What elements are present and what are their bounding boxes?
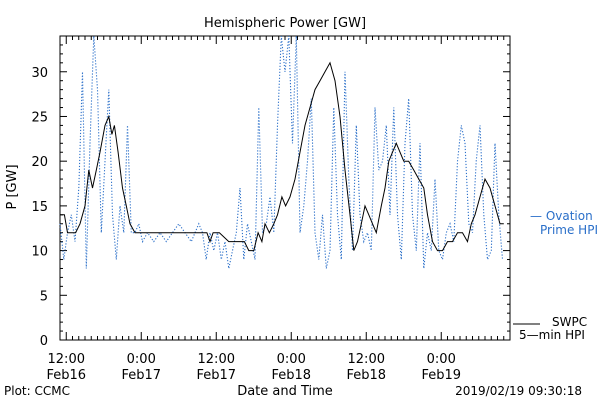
series-layer (59, 35, 504, 269)
legend-ovation-line2: Prime HPI (540, 223, 598, 237)
y-tick-label: 30 (31, 66, 48, 81)
timestamp: 2019/02/19 09:30:18 (455, 384, 582, 398)
chart-title: Hemispheric Power [GW] (204, 16, 366, 31)
y-tick-label: 10 (31, 245, 48, 260)
x-tick-time-label: 12:00 (198, 352, 235, 367)
x-tick-date-label: Feb18 (346, 368, 386, 383)
plot-frame (59, 35, 511, 341)
y-tick-label: 25 (31, 110, 48, 125)
y-tick-label: 15 (31, 200, 48, 215)
x-tick-time-label: 0:00 (127, 352, 156, 367)
y-tick-label: 5 (40, 289, 48, 304)
legend-swpc-line2: 5—min HPI (519, 328, 585, 342)
y-tick-label: 20 (31, 155, 48, 170)
y-tick-label: 0 (40, 334, 48, 349)
series-ovation-prime-line (59, 35, 504, 269)
x-tick-date-label: Feb19 (421, 368, 461, 383)
x-tick-date-label: Feb17 (121, 368, 161, 383)
plot-credit: Plot: CCMC (4, 384, 70, 398)
x-tick-time-label: 12:00 (48, 352, 85, 367)
y-axis-label: P [GW] (5, 164, 20, 209)
x-tick-date-label: Feb16 (46, 368, 86, 383)
series-swpc-line (60, 61, 504, 252)
x-axis-label: Date and Time (237, 384, 333, 399)
x-tick-time-label: 12:00 (348, 352, 385, 367)
axes: 05101520253012:00Feb160:00Feb1712:00Feb1… (31, 35, 511, 383)
x-tick-time-label: 0:00 (277, 352, 306, 367)
x-tick-date-label: Feb17 (196, 368, 236, 383)
legend-ovation-line1: — Ovation (530, 209, 593, 223)
x-tick-date-label: Feb18 (271, 368, 311, 383)
x-tick-time-label: 0:00 (427, 352, 456, 367)
legend-swpc-line1: SWPC (552, 315, 587, 329)
